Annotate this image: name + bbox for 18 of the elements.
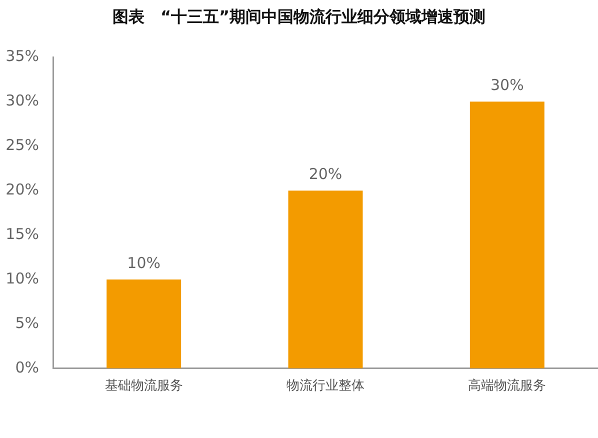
y-tick-label: 10% [6,269,39,288]
data-label: 10% [127,254,161,272]
x-tick-label: 物流行业整体 [286,378,364,394]
bar [288,190,363,368]
y-tick-label: 0% [15,358,39,376]
x-tick-label: 高端物流服务 [468,378,546,394]
y-tick-label: 15% [6,224,39,243]
x-tick-label: 基础物流服务 [104,378,183,394]
bar [106,279,182,368]
data-label: 30% [490,76,524,94]
y-tick-label: 20% [6,180,39,198]
y-tick-label: 30% [6,92,39,110]
y-tick-label: 25% [6,136,39,154]
bar [470,102,544,368]
chart-title: 图表 “十三五”期间中国物流行业细分领域增速预测 [112,6,486,26]
y-tick-label: 35% [6,47,39,66]
y-tick-label: 5% [15,314,39,332]
data-label: 20% [308,164,342,183]
